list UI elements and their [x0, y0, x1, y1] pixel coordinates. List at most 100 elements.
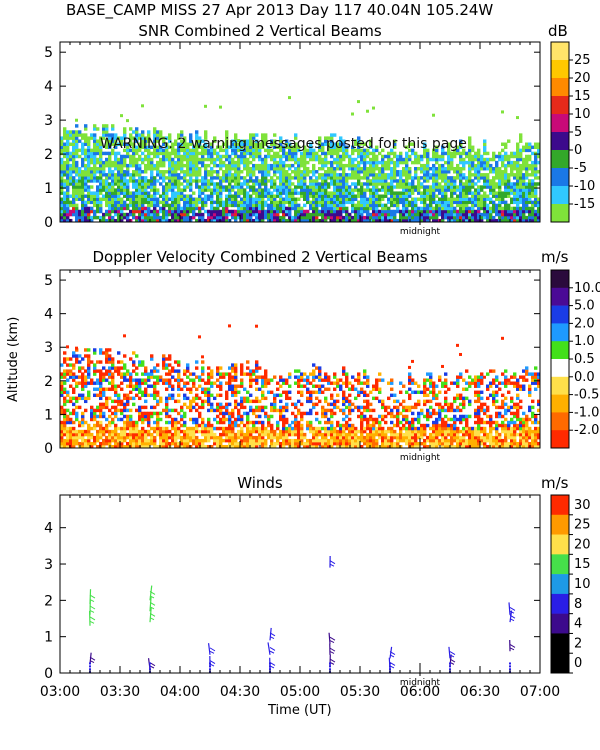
- snr-cell: [252, 166, 256, 171]
- snr-cell: [321, 215, 325, 220]
- doppler-cell: [237, 414, 241, 419]
- snr-cell: [258, 151, 262, 156]
- snr-cell: [471, 194, 475, 198]
- doppler-cell: [72, 408, 76, 413]
- snr-cell: [372, 185, 376, 189]
- snr-cell: [471, 166, 475, 171]
- snr-cell: [513, 182, 517, 186]
- snr-cell: [303, 191, 307, 195]
- snr-cell: [324, 179, 328, 183]
- doppler-cell: [66, 399, 70, 404]
- snr-cell: [441, 197, 445, 202]
- snr-cell: [123, 173, 127, 177]
- snr-cell: [390, 151, 394, 156]
- doppler-cell: [210, 426, 214, 431]
- snr-cell: [435, 182, 439, 186]
- snr-cell: [237, 173, 241, 177]
- snr-cell: [267, 209, 271, 214]
- snr-cell: [108, 157, 112, 162]
- snr-cell: [396, 182, 400, 186]
- snr-cell: [375, 188, 379, 192]
- snr-cell: [219, 160, 223, 165]
- snr-cell: [90, 197, 94, 202]
- snr-cell: [477, 154, 481, 159]
- doppler-cell: [249, 384, 253, 388]
- snr-cell: [210, 166, 214, 171]
- snr-cell: [159, 148, 163, 153]
- snr-cell: [336, 154, 340, 159]
- snr-cell: [450, 203, 454, 208]
- snr-cell: [330, 148, 334, 153]
- doppler-cell: [117, 396, 121, 401]
- doppler-cell: [150, 369, 154, 373]
- snr-cell: [225, 130, 229, 134]
- doppler-cell: [75, 348, 79, 352]
- snr-cell: [279, 154, 283, 159]
- snr-cell: [87, 160, 91, 165]
- snr-cell: [468, 209, 472, 214]
- doppler-cell: [147, 417, 151, 422]
- doppler-cell: [258, 441, 262, 446]
- snr-cell: [501, 173, 505, 177]
- snr-cell: [210, 176, 214, 180]
- snr-cell: [111, 170, 115, 174]
- snr-cell: [60, 185, 64, 189]
- doppler-cell: [87, 393, 91, 398]
- doppler-cell: [120, 408, 124, 413]
- doppler-cell: [72, 351, 76, 355]
- snr-cell: [66, 145, 70, 150]
- snr-cell: [522, 188, 526, 192]
- doppler-cell: [237, 435, 241, 440]
- snr-cell: [264, 203, 268, 208]
- snr-cell: [117, 182, 121, 186]
- snr-cell: [408, 215, 412, 220]
- doppler-cell: [102, 405, 106, 410]
- snr-cell: [420, 209, 424, 214]
- snr-cell: [525, 157, 529, 162]
- snr-cell: [258, 188, 262, 192]
- snr-cell: [63, 182, 67, 186]
- doppler-cell: [75, 381, 79, 385]
- snr-cell: [249, 166, 253, 171]
- snr-cell: [354, 139, 358, 143]
- snr-cell: [441, 154, 445, 159]
- snr-cell: [483, 203, 487, 208]
- snr-cell: [486, 185, 490, 189]
- snr-cell: [339, 200, 343, 205]
- snr-cell: [108, 197, 112, 202]
- snr-cell: [510, 215, 514, 220]
- snr-cell: [345, 163, 349, 168]
- snr-cell: [528, 197, 532, 202]
- snr-cell: [468, 142, 472, 146]
- snr-cell: [384, 209, 388, 214]
- snr-cell: [60, 209, 64, 214]
- snr-cell: [522, 203, 526, 208]
- snr-cell: [441, 191, 445, 195]
- doppler-cell: [237, 384, 241, 388]
- snr-cell: [111, 218, 115, 223]
- snr-cell: [78, 166, 82, 171]
- doppler-cell: [198, 396, 202, 401]
- snr-cell: [183, 157, 187, 162]
- doppler-cell: [264, 429, 268, 434]
- snr-cell: [291, 157, 295, 162]
- snr-cell: [174, 151, 178, 156]
- snr-cell: [234, 191, 238, 195]
- snr-cell: [84, 157, 88, 162]
- doppler-cell: [204, 426, 208, 431]
- snr-cell: [327, 160, 331, 165]
- snr-cell: [285, 218, 289, 223]
- snr-cell: [444, 197, 448, 202]
- snr-cell: [174, 206, 178, 211]
- snr-cell: [432, 209, 436, 214]
- snr-cell: [321, 200, 325, 205]
- snr-cell: [315, 182, 319, 186]
- snr-cell: [114, 157, 118, 162]
- snr-cell: [333, 142, 337, 146]
- snr-cell: [273, 203, 277, 208]
- snr-cell: [345, 200, 349, 205]
- doppler-cell: [132, 360, 136, 364]
- doppler-cell: [120, 435, 124, 440]
- snr-cell: [495, 176, 499, 180]
- doppler-cell: [246, 372, 250, 376]
